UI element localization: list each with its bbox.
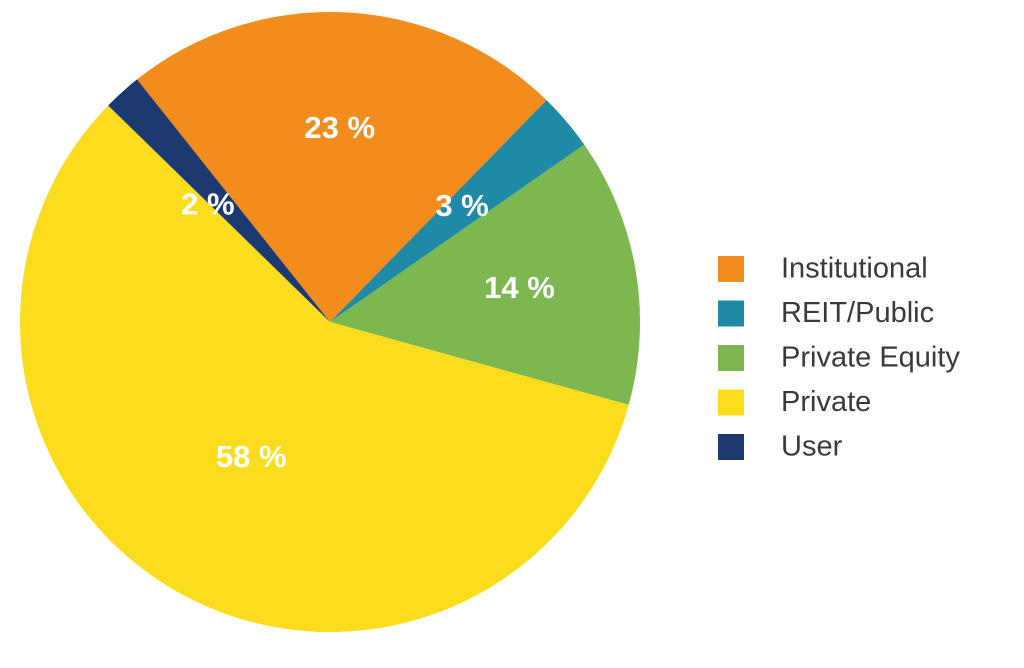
pie-slice-reit-public	[330, 100, 585, 322]
legend-label-private: Private	[781, 386, 871, 418]
pie-slice-user	[108, 79, 330, 322]
pie-slice-private-equity	[330, 144, 640, 405]
legend-label-reit-public: REIT/Public	[781, 297, 934, 329]
slice-label-private-equity: 14 %	[484, 270, 555, 305]
legend-swatch-user	[718, 434, 744, 460]
legend-label-institutional: Institutional	[781, 253, 928, 285]
legend-swatch-reit-public	[718, 300, 744, 327]
slice-label-user: 2 %	[181, 186, 234, 221]
slice-label-reit-public: 3 %	[435, 188, 488, 223]
legend: Institutional REIT/Public Private Equity Pr…	[718, 253, 960, 463]
pie-slices	[19, 12, 640, 632]
legend-swatch-private	[718, 389, 744, 416]
slice-label-institutional: 23 %	[304, 110, 375, 145]
legend-swatch-private-equity	[718, 345, 744, 371]
pie-slice-institutional	[137, 12, 547, 323]
pie-slice-private	[19, 105, 629, 632]
slice-label-private: 58 %	[216, 439, 287, 474]
legend-label-private-equity: Private Equity	[781, 342, 960, 374]
legend-label-user: User	[781, 431, 843, 463]
pie-slice-labels: 23 % 3 % 14 % 58 % 2 %	[181, 110, 555, 474]
legend-swatch-institutional	[718, 256, 744, 282]
